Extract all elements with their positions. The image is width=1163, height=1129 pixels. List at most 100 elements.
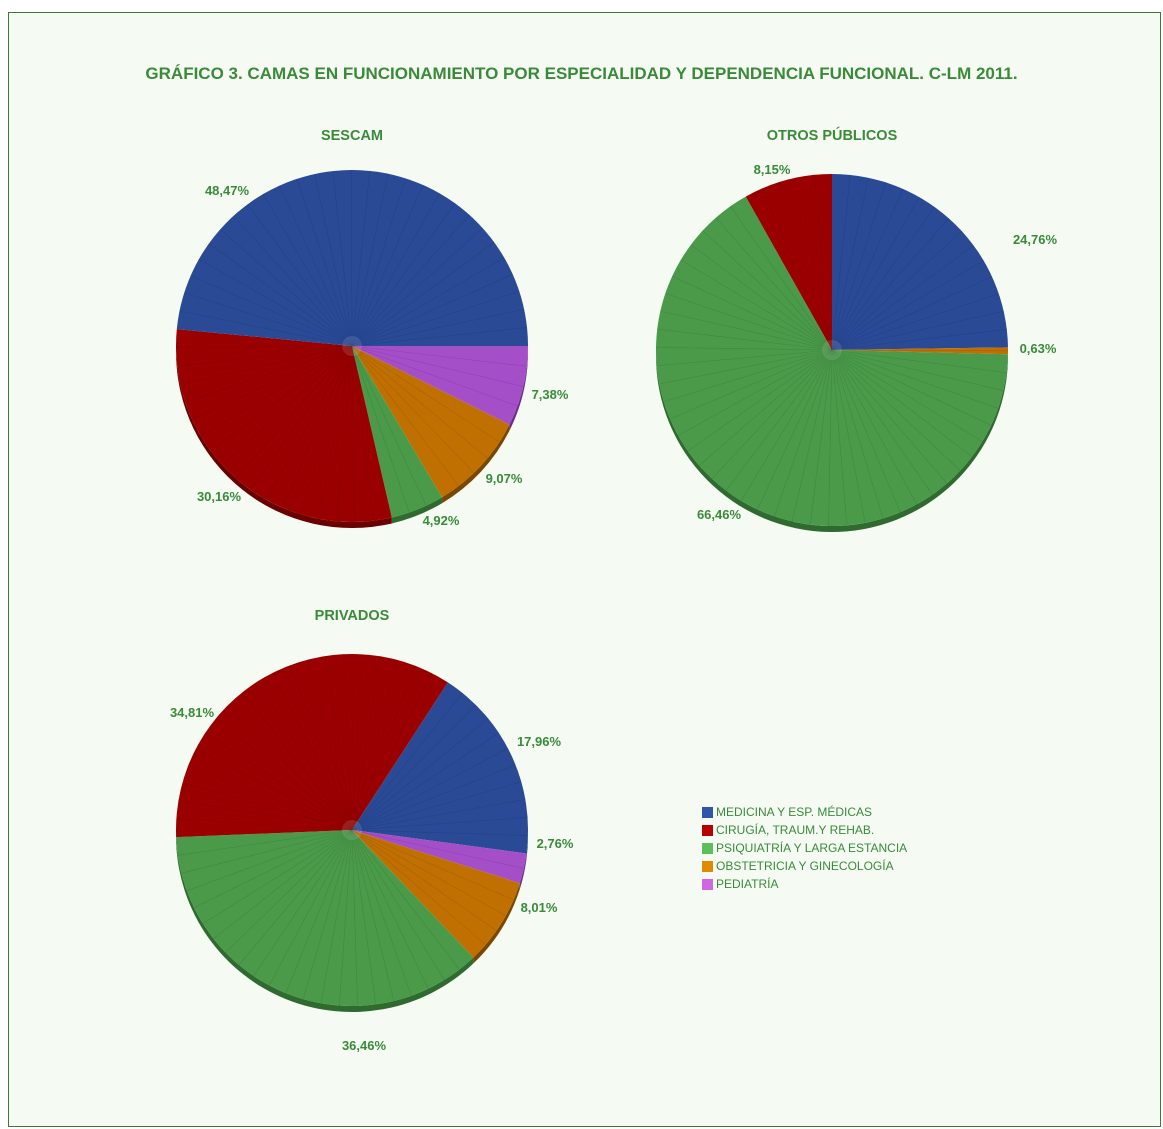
pie-facet-line bbox=[320, 829, 353, 1004]
pie-facet-line bbox=[262, 193, 353, 347]
pie-data-label: 17,96% bbox=[517, 734, 562, 749]
pie-title-sescam: SESCAM bbox=[320, 128, 384, 144]
pie-facet-line bbox=[351, 327, 528, 347]
pie-facet-line bbox=[831, 349, 918, 505]
pie-facet-line bbox=[831, 218, 950, 351]
pie-facet-line bbox=[351, 829, 528, 836]
pie-facet-line bbox=[656, 347, 833, 351]
pie-facet-line bbox=[184, 292, 353, 347]
pie-facet-line bbox=[177, 345, 353, 367]
pie-title-privados: PRIVADOS bbox=[314, 608, 390, 624]
pie-facet-line bbox=[665, 293, 833, 351]
legend-item-cirugia: CIRUGÍA, TRAUM.Y REHAB. bbox=[702, 821, 907, 839]
pie-slice bbox=[352, 682, 528, 854]
pie-facet-line bbox=[678, 349, 833, 436]
pie-facet-line bbox=[831, 206, 935, 351]
pie-facet-line bbox=[351, 654, 363, 831]
pie-facet-line bbox=[279, 185, 353, 347]
pie-facet-line bbox=[351, 309, 525, 347]
pie-facet-line bbox=[220, 228, 353, 347]
pie-facet-line bbox=[831, 349, 933, 495]
pie-facet-line bbox=[241, 692, 353, 831]
pie-facet-line bbox=[351, 829, 412, 996]
pie-facet-line bbox=[656, 349, 833, 367]
legend-item-obstetricia: OBSTETRICIA Y GINECOLOGÍA bbox=[702, 857, 907, 875]
pie-facet-line bbox=[186, 829, 353, 892]
chart-frame bbox=[8, 12, 1161, 1127]
legend-label: MEDICINA Y ESP. MÉDICAS bbox=[716, 805, 873, 819]
pie-facet-line bbox=[332, 171, 353, 347]
pie-data-label: 0,63% bbox=[1020, 341, 1057, 356]
pie-facet-line bbox=[233, 215, 353, 347]
pie-center bbox=[342, 820, 362, 840]
pie-facet-line bbox=[725, 349, 833, 491]
pie-facet-line bbox=[178, 800, 353, 831]
pie-facet-line bbox=[202, 829, 353, 924]
legend-label: PEDIATRÍA bbox=[716, 877, 779, 891]
pie-facet-line bbox=[831, 260, 984, 351]
pie-facet-line bbox=[282, 345, 353, 508]
pie-facet-line bbox=[302, 829, 353, 1000]
pie-facet-line bbox=[222, 345, 353, 466]
pie-rim-slice bbox=[519, 853, 527, 890]
pie-facet-line bbox=[351, 817, 528, 831]
pie-facet-line bbox=[351, 829, 395, 1002]
pie-facet-line bbox=[191, 345, 353, 420]
pie-facet-line bbox=[711, 349, 833, 479]
pie-facet-line bbox=[317, 345, 353, 519]
pie-data-label: 4,92% bbox=[423, 513, 460, 528]
pie-facet-line bbox=[831, 230, 963, 351]
pie-facet-line bbox=[181, 829, 353, 874]
pie-facet-line bbox=[831, 182, 887, 351]
pie-facet-line bbox=[809, 349, 833, 525]
legend-swatch bbox=[702, 806, 713, 818]
pie-facet-line bbox=[828, 349, 833, 526]
pie-facet-line bbox=[831, 276, 993, 351]
pie-facet-line bbox=[660, 310, 833, 351]
pie-facet-line bbox=[831, 349, 1008, 352]
pie-data-label: 24,76% bbox=[1013, 232, 1058, 247]
pie-facet-line bbox=[702, 230, 833, 351]
pie-facet-line bbox=[253, 829, 353, 977]
pie-facet-line bbox=[336, 345, 353, 522]
pie-facet-line bbox=[272, 672, 353, 831]
pie-facet-line bbox=[715, 217, 833, 351]
pie-facet-line bbox=[729, 206, 833, 351]
pie-facet-line bbox=[343, 654, 353, 831]
pie-facet-line bbox=[351, 799, 526, 831]
pie-facet-line bbox=[351, 692, 463, 831]
pie-facet-line bbox=[351, 656, 381, 831]
pie-facet-line bbox=[351, 829, 445, 980]
pie-slice bbox=[352, 346, 443, 518]
pie-center bbox=[342, 336, 362, 356]
pie-facet-line bbox=[269, 829, 353, 986]
pie-center bbox=[822, 340, 842, 360]
pie-facet-line bbox=[351, 345, 459, 487]
pie-slice bbox=[832, 174, 1008, 350]
pie-facet-line bbox=[351, 718, 489, 831]
pie-facet-line bbox=[182, 782, 353, 831]
pie-facet-line bbox=[265, 345, 353, 500]
pie-facet-line bbox=[831, 349, 961, 471]
pie-facet-line bbox=[351, 829, 524, 869]
pie-facet-line bbox=[351, 345, 427, 506]
pie-facet-line bbox=[680, 259, 833, 351]
pie-rim-slice bbox=[526, 830, 529, 860]
pie-facet-line bbox=[741, 349, 833, 501]
pie-facet-line bbox=[831, 196, 920, 351]
pie-facet-line bbox=[813, 174, 833, 351]
pie-facet-line bbox=[299, 345, 353, 515]
pie-facet-line bbox=[831, 174, 851, 351]
pie-facet-line bbox=[351, 173, 389, 347]
pie-facet-line bbox=[210, 345, 353, 452]
pie-facet-line bbox=[761, 188, 833, 351]
pie-data-label: 48,47% bbox=[205, 183, 250, 198]
legend: MEDICINA Y ESP. MÉDICAS CIRUGÍA, TRAUM.Y… bbox=[702, 803, 907, 893]
pie-facet-line bbox=[351, 829, 486, 945]
pie-facet-line bbox=[831, 293, 999, 351]
pie-facet-line bbox=[256, 681, 353, 831]
legend-item-pediatria: PEDIATRÍA bbox=[702, 875, 907, 893]
pie-slice bbox=[352, 346, 528, 425]
pie-facet-line bbox=[289, 665, 353, 831]
